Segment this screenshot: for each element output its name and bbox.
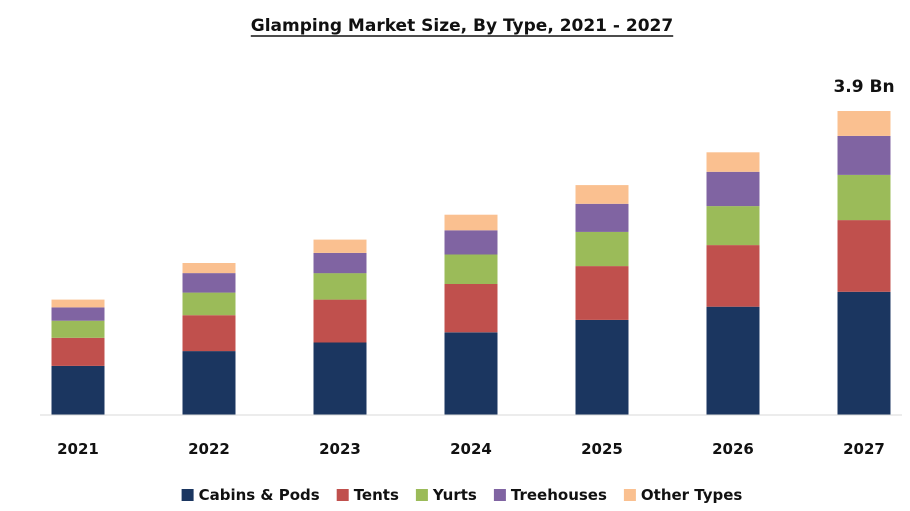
bar-segment-2023-other-types [313,239,367,253]
legend-swatch-yurts [415,489,428,501]
chart-title: Glamping Market Size, By Type, 2021 - 20… [251,16,673,36]
legend-label-tents: Tents [354,486,399,504]
bar-segment-2026-cabins-and-pods [706,306,760,415]
bar-segment-2021-tents [51,337,105,366]
legend-item-cabins-and-pods: Cabins & Pods [181,486,320,504]
legend-label-cabins-and-pods: Cabins & Pods [199,486,320,504]
bar-segment-2025-yurts [575,231,629,267]
x-tick-label-2026: 2026 [712,440,754,458]
bar-segment-2024-tents [444,284,498,333]
legend-item-tents: Tents [336,486,399,504]
bar-segment-2024-treehouses [444,230,498,255]
legend-item-treehouses: Treehouses [493,486,607,504]
x-tick-label-2025: 2025 [581,440,623,458]
x-tick-label-2027: 2027 [843,440,885,458]
bars-group [51,111,891,415]
bar-segment-2022-other-types [182,263,236,274]
bar-segment-2027-treehouses [837,135,891,175]
data-labels: 3.9 Bn [833,77,894,97]
x-tick-label-2023: 2023 [319,440,361,458]
bar-segment-2021-cabins-and-pods [51,365,105,415]
legend-label-treehouses: Treehouses [511,486,607,504]
legend-swatch-cabins-and-pods [181,489,194,501]
bar-segment-2022-cabins-and-pods [182,351,236,415]
bar-segment-2024-yurts [444,254,498,284]
bar-segment-2021-yurts [51,320,105,338]
bar-segment-2026-tents [706,245,760,307]
data-label-2027: 3.9 Bn [833,77,894,97]
legend-label-other-types: Other Types [641,486,743,504]
legend-item-yurts: Yurts [415,486,477,504]
bar-segment-2022-tents [182,315,236,352]
legend-swatch-other-types [623,489,636,501]
x-tick-label-2021: 2021 [57,440,99,458]
bar-segment-2027-cabins-and-pods [837,291,891,415]
bar-segment-2023-yurts [313,273,367,300]
bar-segment-2024-other-types [444,214,498,231]
legend-item-other-types: Other Types [623,486,743,504]
bar-segment-2026-yurts [706,206,760,246]
legend-label-yurts: Yurts [432,486,477,504]
bar-segment-2026-other-types [706,152,760,172]
bar-segment-2021-treehouses [51,307,105,321]
legend-swatch-tents [336,489,349,501]
bar-segment-2025-treehouses [575,203,629,232]
legend-swatch-treehouses [493,489,506,501]
x-tick-label-2022: 2022 [188,440,230,458]
bar-segment-2022-treehouses [182,273,236,293]
x-tick-label-2024: 2024 [450,440,492,458]
bar-segment-2027-other-types [837,111,891,136]
bar-segment-2027-yurts [837,174,891,221]
bar-segment-2023-treehouses [313,252,367,274]
bar-segment-2023-cabins-and-pods [313,342,367,415]
legend: Cabins & Pods Tents Yurts Treehouses Other T… [181,486,743,504]
bar-segment-2021-other-types [51,299,105,308]
bar-segment-2023-tents [313,299,367,343]
bar-segment-2026-treehouses [706,171,760,207]
bar-segment-2024-cabins-and-pods [444,332,498,415]
bar-segment-2027-tents [837,220,891,292]
bar-segment-2022-yurts [182,292,236,316]
bar-segment-2025-cabins-and-pods [575,319,629,415]
x-tick-labels: 2021 2022 2023 2024 2025 2026 2027 [57,440,885,458]
bar-segment-2025-tents [575,266,629,320]
bar-segment-2025-other-types [575,185,629,204]
